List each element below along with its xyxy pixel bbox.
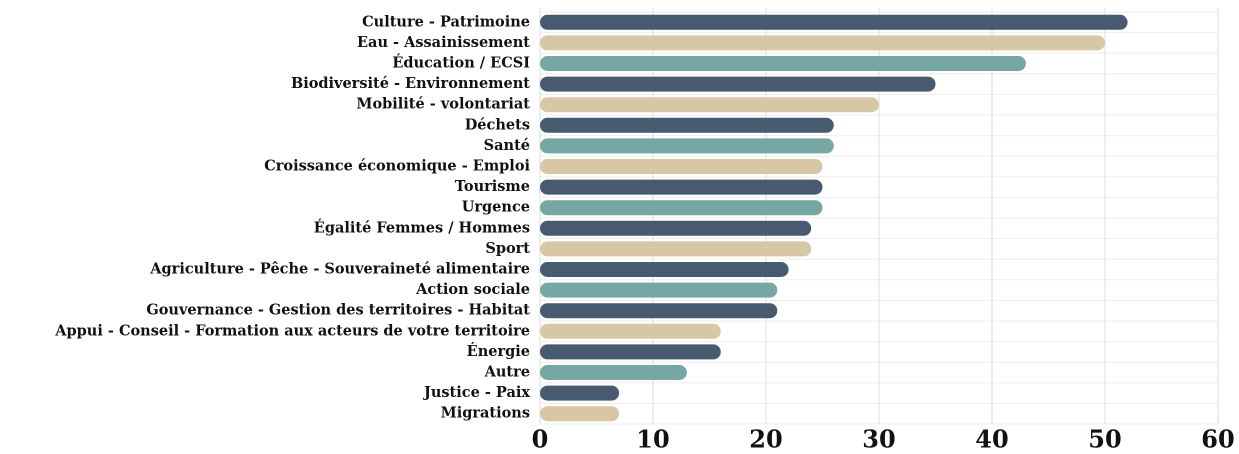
category-label: Eau - Assainissement [357, 34, 530, 51]
category-label: Appui - Conseil - Formation aux acteurs … [54, 322, 530, 339]
category-label: Mobilité - volontariat [356, 96, 530, 113]
category-label: Énergie [467, 342, 530, 360]
category-label: Sport [485, 240, 530, 257]
category-label: Migrations [441, 405, 530, 422]
bar [540, 159, 823, 174]
x-tick-label: 30 [862, 425, 895, 454]
bar [540, 117, 834, 133]
x-tick-label: 10 [636, 425, 669, 454]
bar [540, 303, 778, 319]
bar [540, 14, 1128, 30]
bar [540, 200, 823, 216]
bar [540, 241, 812, 257]
category-label: Croissance économique - Emploi [264, 158, 530, 175]
category-label: Biodiversité - Environnement [291, 75, 530, 92]
bar [540, 138, 834, 154]
bar [540, 179, 823, 195]
bar [540, 406, 620, 422]
category-label: Justice - Paix [422, 384, 530, 401]
category-label: Déchets [465, 116, 530, 133]
category-label: Agriculture - Pêche - Souveraineté alime… [149, 261, 530, 278]
category-label: Égalité Femmes / Hommes [314, 218, 530, 236]
bar [540, 262, 789, 277]
bar [540, 76, 936, 92]
bar [540, 97, 879, 113]
x-tick-label: 40 [975, 425, 1008, 454]
bar [540, 220, 812, 236]
x-tick-label: 50 [1088, 425, 1121, 454]
category-label: Santé [484, 137, 530, 154]
bar [540, 385, 620, 401]
category-label: Tourisme [455, 178, 530, 195]
bar [540, 35, 1105, 51]
bar [540, 56, 1026, 71]
category-label: Urgence [462, 199, 530, 216]
x-tick-label: 0 [532, 425, 549, 454]
x-tick-label: 20 [749, 425, 782, 454]
x-tick-label: 60 [1201, 425, 1234, 454]
category-label: Éducation / ECSI [392, 54, 530, 72]
category-label: Culture - Patrimoine [362, 13, 530, 30]
bar [540, 365, 687, 380]
bar [540, 282, 778, 298]
category-label: Action sociale [415, 281, 530, 298]
bar [540, 323, 721, 339]
category-label: Autre [484, 364, 530, 381]
category-label: Gouvernance - Gestion des territoires - … [146, 302, 530, 319]
bar [540, 344, 721, 360]
